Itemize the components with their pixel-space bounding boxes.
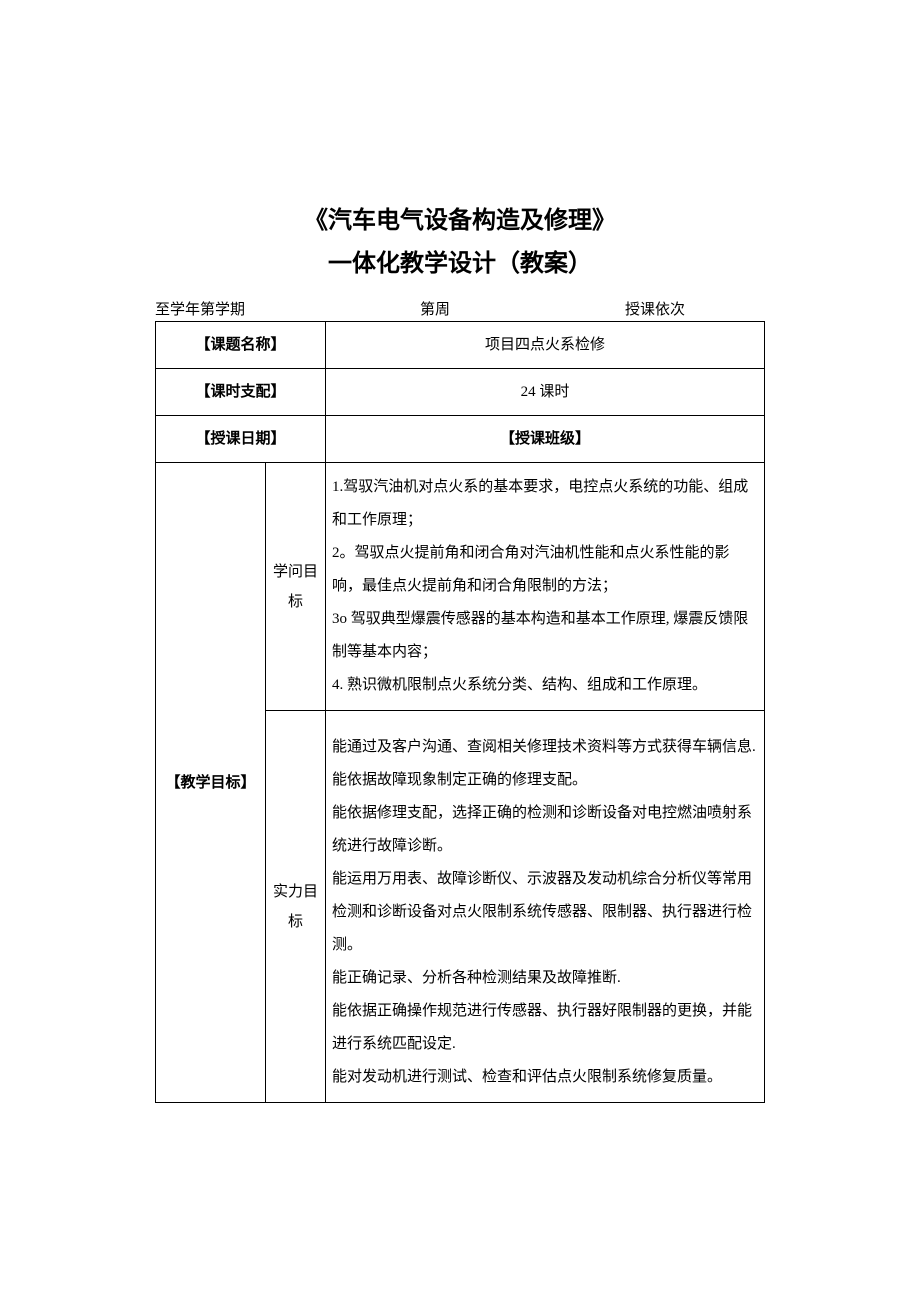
table-row: 【课时支配】 24 课时 [156,369,765,416]
date-label: 【授课日期】 [156,416,326,463]
hours-label: 【课时支配】 [156,369,326,416]
semester-text: 至学年第学期 [155,298,245,319]
ability-item: 能正确记录、分析各种检测结果及故障推断. [332,962,758,995]
table-row: 【授课日期】 【授课班级】 [156,416,765,463]
week-text: 第周 [420,298,450,319]
ability-item: 能依据故障现象制定正确的修理支配。 [332,764,758,797]
class-label: 【授课班级】 [326,416,765,463]
ability-item: 能运用万用表、故障诊断仪、示波器及发动机综合分析仪等常用检测和诊断设备对点火限制… [332,863,758,962]
knowledge-item: 2。驾驭点火提前角和闭合角对汽油机性能和点火系性能的影响，最佳点火提前角和闭合角… [332,537,758,603]
lesson-plan-table: 【课题名称】 项目四点火系检修 【课时支配】 24 课时 【授课日期】 【授课班… [155,321,765,1103]
topic-label: 【课题名称】 [156,322,326,369]
teaching-goal-label: 【教学目标】 [156,463,266,1103]
knowledge-item: 3o 驾驭典型爆震传感器的基本构造和基本工作原理, 爆震反馈限制等基本内容； [332,603,758,669]
sub-title: 一体化教学设计（教案） [155,243,765,278]
sequence-text: 授课依次 [625,298,685,319]
knowledge-item: 4. 熟识微机限制点火系统分类、结构、组成和工作原理。 [332,669,758,702]
header-line: 至学年第学期 第周 授课依次 [155,298,765,319]
topic-value: 项目四点火系检修 [326,322,765,369]
knowledge-item: 1.驾驭汽油机对点火系的基本要求，电控点火系统的功能、组成和工作原理； [332,471,758,537]
main-title: 《汽车电气设备构造及修理》 [155,200,765,235]
table-row: 【课题名称】 项目四点火系检修 [156,322,765,369]
ability-goal-label: 实力目标 [266,711,326,1103]
ability-item: 能依据修理支配，选择正确的检测和诊断设备对电控燃油喷射系统进行故障诊断。 [332,797,758,863]
ability-item: 能对发动机进行测试、检查和评估点火限制系统修复质量。 [332,1061,758,1094]
ability-item: 能通过及客户沟通、查阅相关修理技术资料等方式获得车辆信息. [332,731,758,764]
title-block: 《汽车电气设备构造及修理》 一体化教学设计（教案） [155,200,765,278]
knowledge-goal-content: 1.驾驭汽油机对点火系的基本要求，电控点火系统的功能、组成和工作原理； 2。驾驭… [326,463,765,711]
hours-value: 24 课时 [326,369,765,416]
knowledge-goal-label: 学问目标 [266,463,326,711]
ability-item: 能依据正确操作规范进行传感器、执行器好限制器的更换，并能进行系统匹配设定. [332,995,758,1061]
table-row: 【教学目标】 学问目标 1.驾驭汽油机对点火系的基本要求，电控点火系统的功能、组… [156,463,765,711]
ability-goal-content: 能通过及客户沟通、查阅相关修理技术资料等方式获得车辆信息. 能依据故障现象制定正… [326,711,765,1103]
